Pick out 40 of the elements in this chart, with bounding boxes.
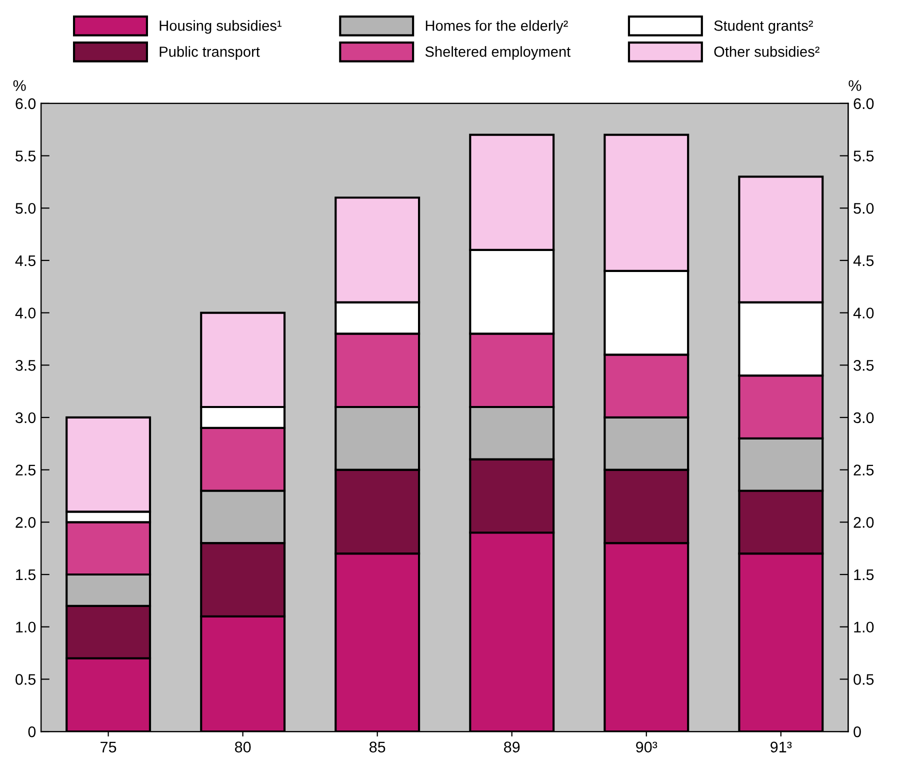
y2-tick-label: 1.0 xyxy=(854,622,874,633)
y-tick-label: 0.5 xyxy=(16,674,36,685)
legend-label: Other subsidies² xyxy=(714,46,820,57)
y2-tick-label: 0.5 xyxy=(854,674,874,685)
y2-tick-label: 6.0 xyxy=(854,98,874,110)
y2-tick-label: 1.5 xyxy=(854,570,874,580)
y2-tick-label: 4.5 xyxy=(853,255,874,266)
y-tick-label: 4.5 xyxy=(15,255,36,266)
y-tick-label: 4.0 xyxy=(15,308,36,318)
y-tick-label: 0 xyxy=(28,726,36,738)
x-tick-label: 89 xyxy=(504,742,520,752)
y-tick-label: 2.5 xyxy=(16,464,36,476)
y2-tick-label: 0 xyxy=(854,726,861,738)
y2-tick-label: 4.0 xyxy=(853,308,874,318)
legend-label: Student grants² xyxy=(714,20,813,34)
x-tick-label: 90³ xyxy=(636,742,658,752)
y-tick-label: 3.0 xyxy=(16,412,36,424)
y2-tick-label: 5.0 xyxy=(854,202,874,214)
y-tick-label: 6.0 xyxy=(16,98,36,110)
legend-label: Sheltered employment xyxy=(425,46,571,60)
y2-tick-label: 3.0 xyxy=(854,412,874,424)
x-tick-label: 80 xyxy=(234,742,251,752)
x-tick-label: 75 xyxy=(100,742,116,752)
legend-label: Public transport xyxy=(160,46,260,60)
y-tick-label: 2.0 xyxy=(16,517,36,528)
y2-tick-label: 2.5 xyxy=(854,464,874,476)
y-tick-label: 1.5 xyxy=(16,570,36,580)
x-tick-label: 91³ xyxy=(770,742,792,752)
y2-tick-label: 3.5 xyxy=(854,360,874,371)
y-tick-label: 5.0 xyxy=(16,202,36,214)
y2-tick-label: 2.0 xyxy=(854,517,874,528)
x-tick-label: 85 xyxy=(370,742,386,752)
legend-label: Housing subsidies¹ xyxy=(160,20,282,34)
y2-tick-label: 5.5 xyxy=(854,150,874,162)
y-tick-label: 5.5 xyxy=(16,150,36,162)
y2-axis-title: % xyxy=(848,80,862,91)
legend-label: Homes for the elderly² xyxy=(426,20,568,34)
y-tick-label: 3.5 xyxy=(16,360,36,371)
y-axis-title: % xyxy=(13,80,26,91)
y-tick-label: 1.0 xyxy=(16,622,36,633)
